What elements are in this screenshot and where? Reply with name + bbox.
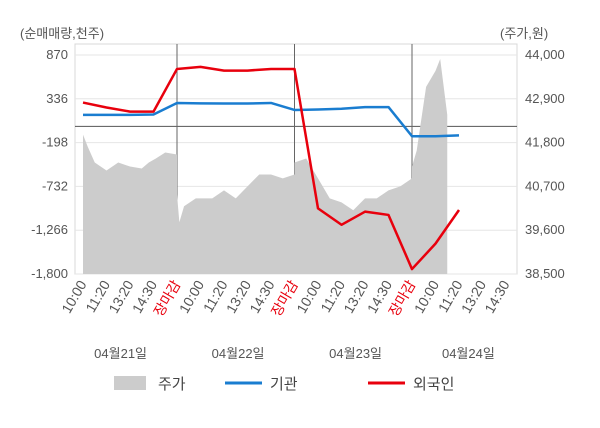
- right-tick-label: 40,700: [525, 178, 565, 193]
- legend-swatch-price: [114, 376, 146, 390]
- x-tick-label: 10:00: [293, 277, 324, 316]
- right-tick-label: 42,900: [525, 91, 565, 106]
- legend: 주가 기관 외국인: [114, 376, 454, 393]
- x-tick-label: 10:00: [176, 277, 207, 316]
- right-tick-label: 44,000: [525, 47, 565, 62]
- date-label: 04월24일: [442, 346, 495, 361]
- price-area: [294, 158, 412, 274]
- right-tick-label: 39,600: [525, 222, 565, 237]
- legend-label-foreign: 외국인: [413, 376, 454, 393]
- date-label: 04월23일: [329, 346, 382, 361]
- legend-label-price: 주가: [158, 376, 186, 393]
- right-axis: 44,000 42,900 41,800 40,700 39,600 38,500: [525, 47, 565, 281]
- left-tick-label: -732: [42, 178, 68, 193]
- left-axis-unit: (순매매량,천주): [20, 26, 104, 41]
- left-tick-label: 336: [46, 91, 68, 106]
- left-tick-label: -198: [42, 135, 68, 150]
- left-tick-label: -1,266: [31, 222, 68, 237]
- foreign-line: [82, 65, 461, 271]
- left-tick-label: -1,800: [31, 266, 68, 281]
- institution-line: [83, 101, 460, 138]
- right-tick-label: 38,500: [525, 266, 565, 281]
- price-area: [412, 58, 448, 275]
- date-label: 04월22일: [212, 346, 265, 361]
- legend-label-institution: 기관: [270, 376, 298, 393]
- price-area: [177, 174, 295, 274]
- right-tick-label: 41,800: [525, 135, 565, 150]
- line-series: [82, 65, 461, 271]
- date-label: 04월21일: [94, 346, 147, 361]
- x-tick-label: 10:00: [58, 277, 89, 316]
- x-tick-label: 10:00: [411, 277, 442, 316]
- left-axis: 870 336 -198 -732 -1,266 -1,800: [31, 47, 68, 281]
- x-tick-label: 14:30: [481, 277, 512, 316]
- price-area-series: [83, 58, 448, 275]
- left-tick-label: 870: [46, 47, 68, 62]
- date-labels: 04월21일 04월22일 04월23일 04월24일: [94, 346, 495, 361]
- price-area: [83, 134, 177, 274]
- right-axis-unit: (주가,원): [500, 26, 548, 41]
- x-axis: 10:0011:2013:2014:30장마감10:0011:2013:2014…: [58, 277, 512, 319]
